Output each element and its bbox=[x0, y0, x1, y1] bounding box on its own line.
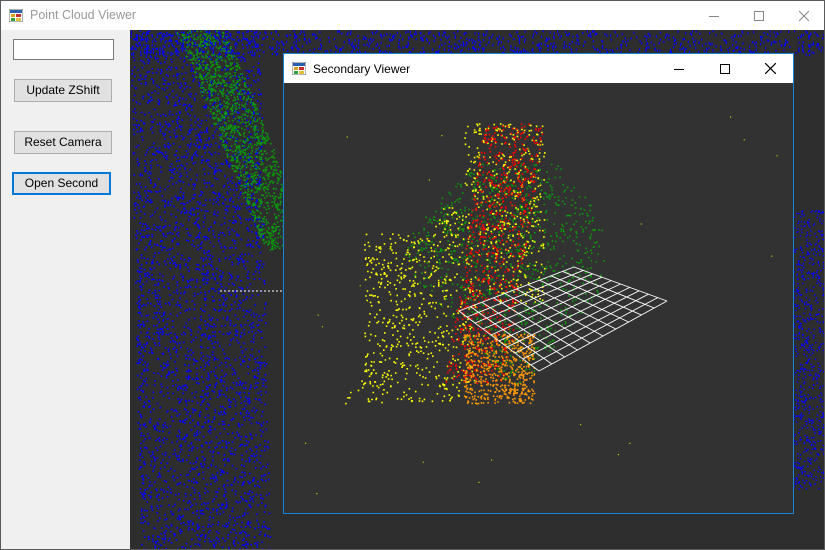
minimize-button[interactable] bbox=[694, 1, 734, 30]
minimize-icon bbox=[709, 15, 719, 17]
update-zshift-button[interactable]: Update ZShift bbox=[14, 79, 112, 102]
secondary-point-cloud[interactable] bbox=[284, 83, 793, 513]
close-icon bbox=[799, 10, 809, 21]
maximize-icon bbox=[720, 63, 730, 74]
maximize-button[interactable] bbox=[739, 1, 779, 30]
zshift-input[interactable] bbox=[13, 39, 114, 60]
close-button[interactable] bbox=[784, 1, 824, 30]
secondary-title: Secondary Viewer bbox=[313, 62, 411, 76]
main-point-cloud[interactable] bbox=[130, 30, 824, 549]
ground-grid bbox=[458, 266, 668, 372]
maximize-icon bbox=[754, 10, 764, 21]
secondary-window: Secondary Viewer bbox=[283, 53, 794, 514]
reset-camera-button[interactable]: Reset Camera bbox=[14, 131, 112, 154]
title-bar[interactable]: Point Cloud Viewer bbox=[1, 1, 824, 30]
app-window-icon bbox=[292, 62, 306, 75]
minimize-icon bbox=[674, 68, 684, 70]
secondary-minimize-button[interactable] bbox=[656, 54, 702, 83]
control-panel: Update ZShift Reset Camera Open Second bbox=[1, 30, 130, 549]
secondary-close-button[interactable] bbox=[747, 54, 793, 83]
secondary-point-cloud-viewport[interactable] bbox=[284, 83, 793, 513]
secondary-title-bar[interactable]: Secondary Viewer bbox=[284, 54, 793, 83]
open-second-button[interactable]: Open Second bbox=[12, 172, 111, 195]
window-title: Point Cloud Viewer bbox=[30, 8, 137, 22]
secondary-maximize-button[interactable] bbox=[702, 54, 748, 83]
app-window-icon bbox=[9, 9, 23, 22]
close-icon bbox=[764, 63, 776, 74]
